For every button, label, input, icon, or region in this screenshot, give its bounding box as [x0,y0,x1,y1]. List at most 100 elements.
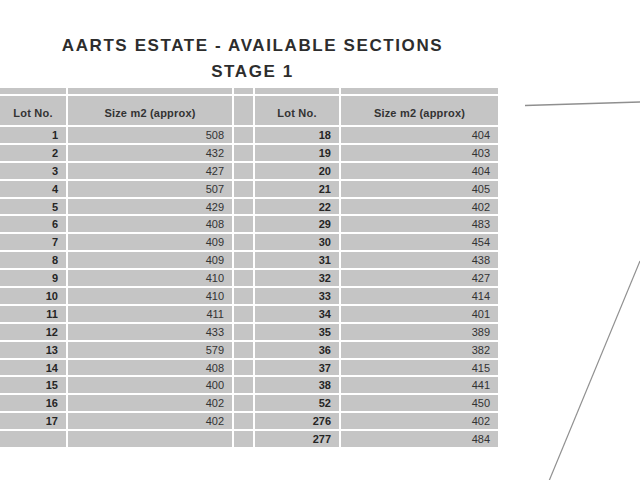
size-cell: 405 [341,181,498,197]
size-cell: 454 [341,234,498,250]
row-spacer-cell [234,324,253,340]
lot-number-cell: 12 [0,324,66,340]
lot-number-cell: 36 [255,342,339,358]
row-spacer-cell [234,252,253,268]
lot-number-cell: 6 [0,216,66,232]
size-cell [68,431,232,447]
lot-number-cell: 15 [0,377,66,393]
header-lot-no-right: Lot No. [255,96,339,125]
lot-number-cell: 52 [255,395,339,411]
size-cell: 401 [341,306,498,322]
size-cell: 411 [68,306,232,322]
header-spacer-cell [234,96,253,125]
size-cell: 427 [341,270,498,286]
lot-number-cell: 19 [255,145,339,161]
size-cell: 433 [68,324,232,340]
size-cell: 400 [68,377,232,393]
lot-number-cell: 2 [0,145,66,161]
row-spacer-cell [234,270,253,286]
lot-number-cell: 29 [255,216,339,232]
plan-boundary-diagonal-line [549,261,640,480]
header-size-left: Size m2 (approx) [68,96,232,125]
row-spacer-cell [234,360,253,376]
table-top-strip-cell [68,88,232,94]
size-cell: 409 [68,234,232,250]
lot-number-cell: 35 [255,324,339,340]
header-size-right: Size m2 (approx) [341,96,498,125]
lot-number-cell: 3 [0,163,66,179]
size-cell: 409 [68,252,232,268]
lot-number-cell: 14 [0,360,66,376]
row-spacer-cell [234,163,253,179]
size-cell: 415 [341,360,498,376]
title-line-2: STAGE 1 [0,59,505,85]
lot-number-cell: 32 [255,270,339,286]
lot-number-cell: 22 [255,199,339,215]
row-spacer-cell [234,181,253,197]
page-title: AARTS ESTATE - AVAILABLE SECTIONS STAGE … [0,33,505,86]
row-spacer-cell [234,199,253,215]
lot-number-cell: 7 [0,234,66,250]
size-cell: 414 [341,288,498,304]
row-spacer-cell [234,306,253,322]
row-spacer-cell [234,288,253,304]
size-cell: 429 [68,199,232,215]
title-line-1: AARTS ESTATE - AVAILABLE SECTIONS [0,33,505,59]
size-cell: 402 [341,413,498,429]
lot-number-cell: 33 [255,288,339,304]
size-cell: 427 [68,163,232,179]
row-spacer-cell [234,395,253,411]
size-cell: 483 [341,216,498,232]
size-cell: 403 [341,145,498,161]
lot-number-cell: 5 [0,199,66,215]
lot-number-cell: 276 [255,413,339,429]
size-cell: 410 [68,270,232,286]
table-top-strip-cell [341,88,498,94]
size-cell: 408 [68,360,232,376]
size-cell: 438 [341,252,498,268]
lot-number-cell [0,431,66,447]
lot-number-cell: 21 [255,181,339,197]
lot-number-cell: 11 [0,306,66,322]
size-cell: 441 [341,377,498,393]
size-cell: 402 [341,199,498,215]
size-cell: 507 [68,181,232,197]
table-top-strip-cell [0,88,66,94]
lot-number-cell: 4 [0,181,66,197]
size-cell: 402 [68,413,232,429]
lot-number-cell: 38 [255,377,339,393]
lot-number-cell: 16 [0,395,66,411]
lot-number-cell: 20 [255,163,339,179]
row-spacer-cell [234,377,253,393]
table-top-strip-cell [234,88,253,94]
row-spacer-cell [234,431,253,447]
size-cell: 389 [341,324,498,340]
lot-number-cell: 34 [255,306,339,322]
lot-number-cell: 31 [255,252,339,268]
lot-number-cell: 13 [0,342,66,358]
row-spacer-cell [234,127,253,143]
lot-number-cell: 9 [0,270,66,286]
row-spacer-cell [234,234,253,250]
table-top-strip-cell [255,88,339,94]
row-spacer-cell [234,145,253,161]
size-cell: 402 [68,395,232,411]
size-cell: 450 [341,395,498,411]
lot-number-cell: 30 [255,234,339,250]
lot-number-cell: 17 [0,413,66,429]
size-cell: 579 [68,342,232,358]
size-cell: 484 [341,431,498,447]
lot-number-cell: 10 [0,288,66,304]
lot-number-cell: 8 [0,252,66,268]
size-cell: 404 [341,163,498,179]
size-cell: 382 [341,342,498,358]
size-cell: 432 [68,145,232,161]
header-lot-no-left: Lot No. [0,96,66,125]
lot-number-cell: 37 [255,360,339,376]
lot-number-cell: 1 [0,127,66,143]
lot-number-cell: 18 [255,127,339,143]
size-cell: 408 [68,216,232,232]
size-cell: 410 [68,288,232,304]
lot-number-cell: 277 [255,431,339,447]
row-spacer-cell [234,413,253,429]
